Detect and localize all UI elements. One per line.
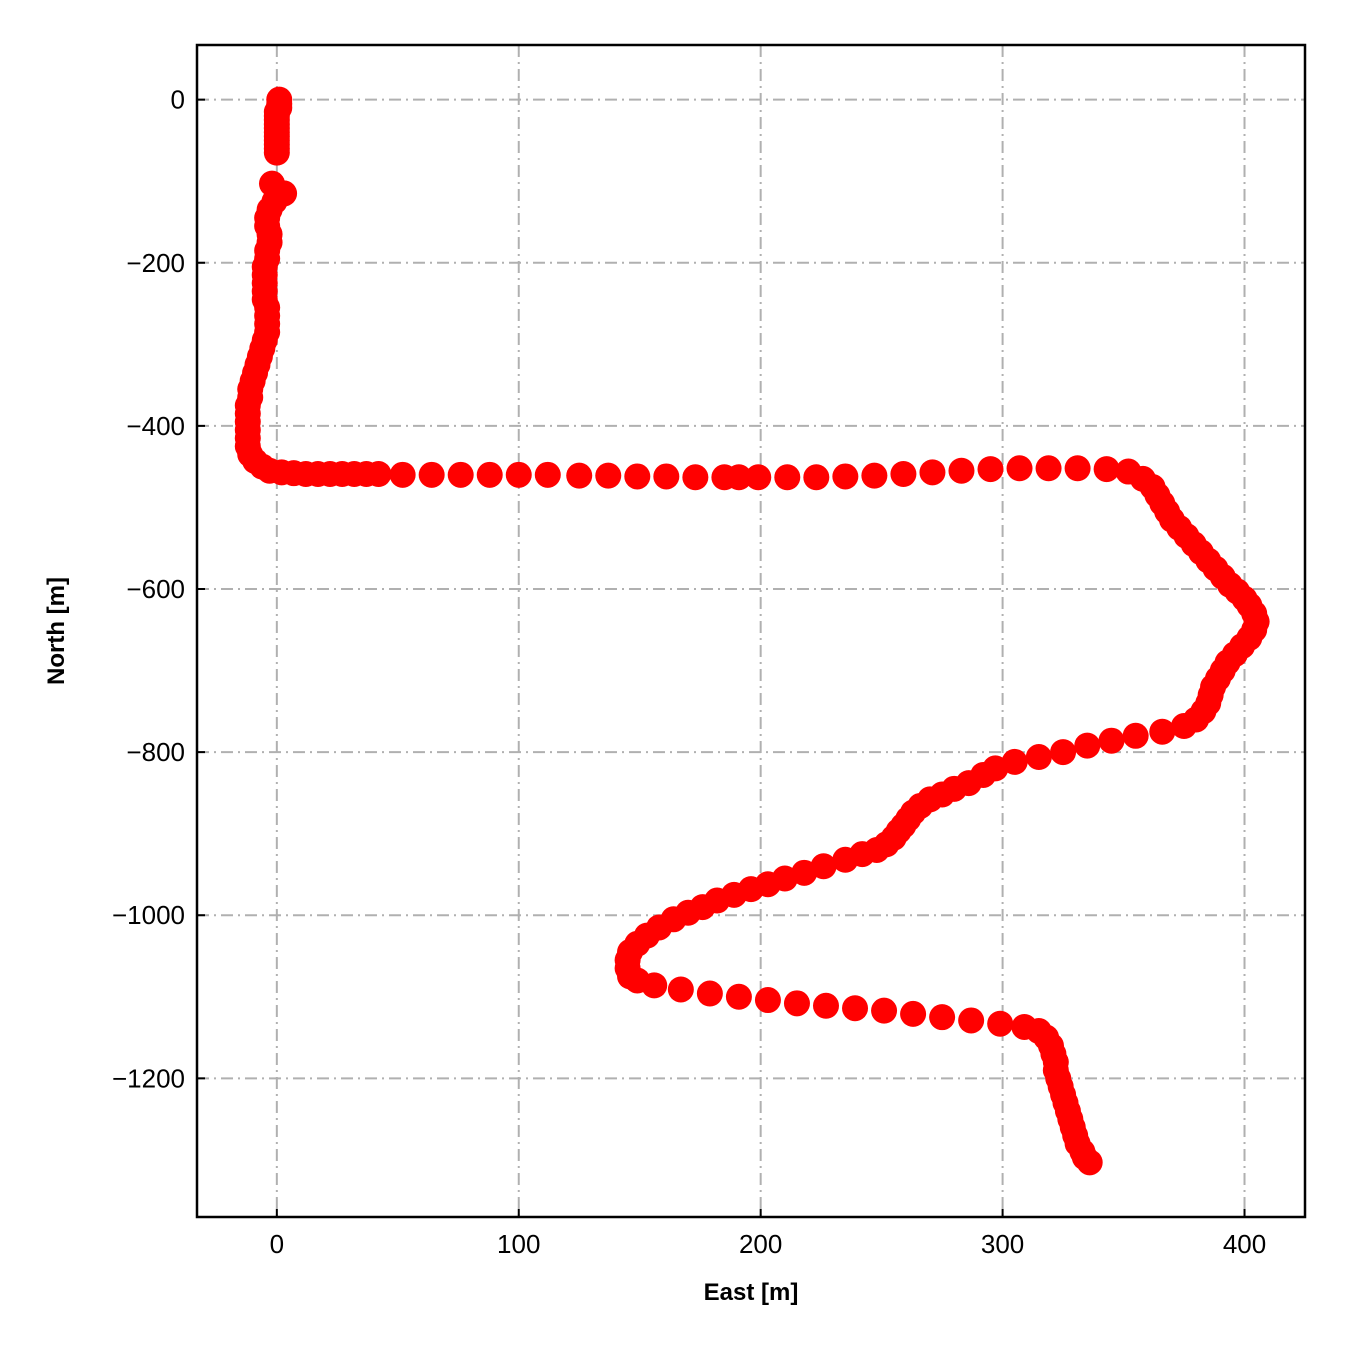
data-point xyxy=(861,462,888,489)
data-point xyxy=(1006,455,1033,482)
data-point xyxy=(1076,1149,1103,1176)
data-point xyxy=(653,463,680,490)
data-point xyxy=(900,1000,927,1027)
data-point xyxy=(1171,713,1198,740)
data-point xyxy=(919,459,946,486)
data-point xyxy=(1122,722,1149,749)
data-point xyxy=(1035,455,1062,482)
grid-lines xyxy=(197,45,1305,1217)
data-point xyxy=(958,1007,985,1034)
data-point xyxy=(505,461,532,488)
data-point xyxy=(977,456,1004,483)
data-point xyxy=(783,990,810,1017)
data-points xyxy=(234,86,1270,1176)
data-point xyxy=(263,139,290,166)
x-tick-label: 300 xyxy=(981,1229,1024,1259)
data-point xyxy=(774,464,801,491)
x-tick-label: 0 xyxy=(270,1229,284,1259)
data-point xyxy=(754,987,781,1014)
data-point xyxy=(667,976,694,1003)
x-tick-label: 200 xyxy=(739,1229,782,1259)
data-point xyxy=(745,464,772,491)
data-point xyxy=(534,461,561,488)
y-tick-label: 0 xyxy=(171,85,185,115)
y-tick-label: −1000 xyxy=(112,900,185,930)
data-point xyxy=(832,846,859,873)
data-point xyxy=(890,460,917,487)
data-point xyxy=(987,1010,1014,1037)
data-point xyxy=(418,461,445,488)
x-tick-labels: 0 100 200 300 400 xyxy=(270,1229,1267,1259)
data-point xyxy=(641,972,668,999)
data-point xyxy=(566,462,593,489)
data-point xyxy=(1093,456,1120,483)
data-point xyxy=(1064,455,1091,482)
data-point xyxy=(682,464,709,491)
data-point xyxy=(624,463,651,490)
y-axis-label: North [m] xyxy=(43,577,70,685)
y-tick-label: −800 xyxy=(126,737,185,767)
data-point xyxy=(1149,718,1176,745)
data-point xyxy=(725,983,752,1010)
data-point xyxy=(476,461,503,488)
data-point xyxy=(447,461,474,488)
y-tick-labels: 0 −200 −400 −600 −800 −1000 −1200 xyxy=(112,85,185,1094)
data-point xyxy=(842,995,869,1022)
y-tick-label: −600 xyxy=(126,574,185,604)
y-tick-label: −400 xyxy=(126,411,185,441)
data-point xyxy=(1098,727,1125,754)
data-point xyxy=(812,992,839,1019)
data-point xyxy=(365,460,392,487)
plot-frame xyxy=(195,43,1307,1219)
x-axis-label: East [m] xyxy=(704,1279,799,1306)
data-point xyxy=(389,461,416,488)
data-point xyxy=(803,464,830,491)
axis-ticks xyxy=(197,98,1246,1217)
data-point xyxy=(1074,732,1101,759)
data-point xyxy=(595,462,622,489)
y-tick-label: −1200 xyxy=(112,1063,185,1093)
data-point xyxy=(1050,739,1077,766)
data-point xyxy=(1025,744,1052,771)
y-tick-label: −200 xyxy=(126,248,185,278)
data-point xyxy=(929,1004,956,1031)
data-point xyxy=(696,980,723,1007)
data-point xyxy=(948,457,975,484)
data-point xyxy=(871,997,898,1024)
x-tick-label: 400 xyxy=(1223,1229,1266,1259)
data-point xyxy=(725,464,752,491)
x-tick-label: 100 xyxy=(497,1229,540,1259)
data-point xyxy=(832,463,859,490)
